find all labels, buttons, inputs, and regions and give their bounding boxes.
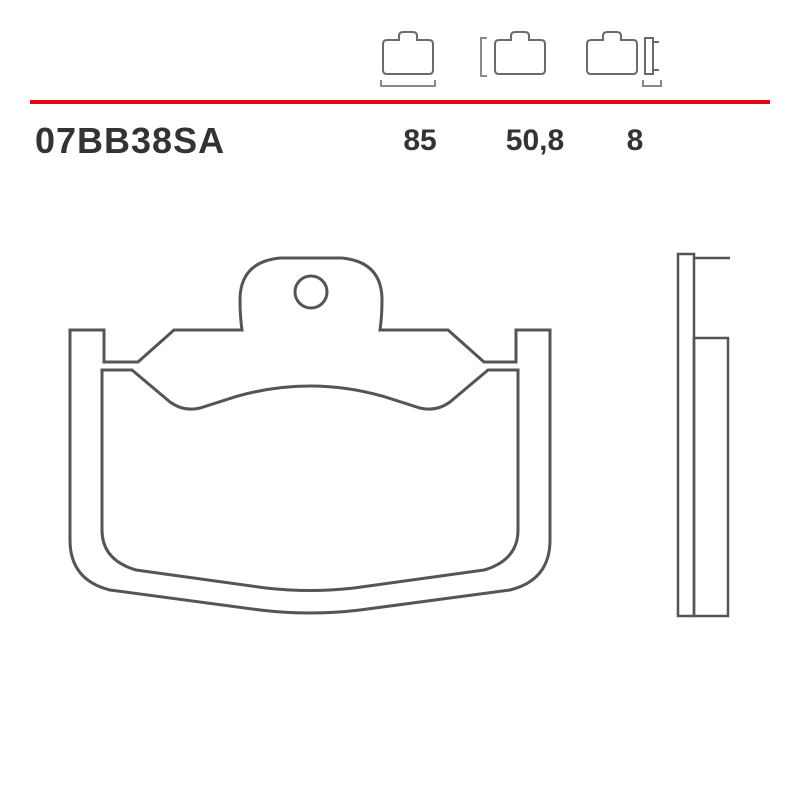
product-code: 07BB38SA [35,120,365,162]
spec-width: 85 [365,124,475,158]
red-divider [30,100,770,104]
spec-thickness: 8 [595,124,675,158]
thickness-icon [579,30,669,92]
dimension-icons-row [375,30,669,92]
technical-drawing [30,230,770,610]
width-icon [375,30,441,92]
height-icon [471,30,549,92]
spec-height: 50,8 [475,124,595,158]
spec-row: 07BB38SA 85 50,8 8 [35,120,675,162]
